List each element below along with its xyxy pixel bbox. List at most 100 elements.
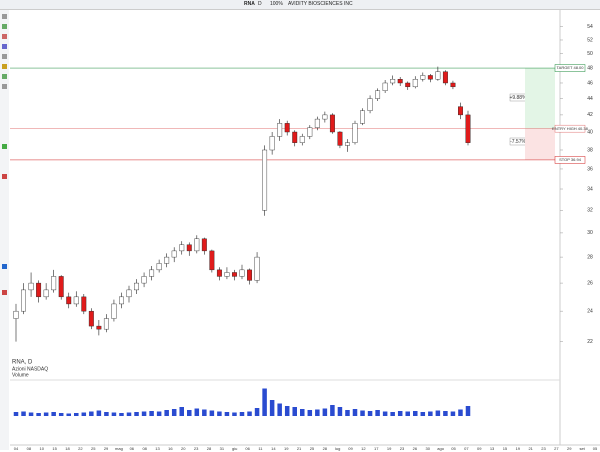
candle-body	[134, 282, 139, 291]
x-tick-label: 09	[477, 446, 482, 451]
candle-body	[186, 244, 192, 252]
y-tick-label: 32	[587, 208, 593, 214]
x-tick-label: 10	[40, 446, 45, 451]
zoom[interactable]: 100%	[270, 1, 283, 7]
volume-bar	[217, 411, 222, 416]
y-tick-label: 30	[587, 230, 593, 236]
candle-body	[201, 238, 207, 252]
candle-body	[427, 75, 433, 80]
candle-body	[13, 310, 19, 319]
x-tick-label: 12	[361, 446, 366, 451]
candle-body	[28, 282, 34, 291]
volume-bar	[322, 408, 328, 416]
y-tick-label: 50	[587, 51, 593, 57]
volume-bar	[420, 412, 426, 416]
volume-bar	[36, 413, 41, 416]
volume-bar	[126, 412, 132, 416]
x-tick-label: 29	[104, 446, 109, 451]
symbol[interactable]: RNA	[244, 1, 255, 7]
candle-body	[156, 263, 162, 271]
volume-bar	[66, 413, 71, 416]
volume-bar	[458, 409, 463, 416]
candle-body	[96, 325, 102, 330]
candle-body	[209, 250, 215, 271]
volume-bar	[390, 412, 395, 416]
candle-body	[360, 110, 365, 124]
candle-body	[299, 136, 305, 143]
x-tick-label: 05	[593, 446, 598, 451]
x-tick-label: 19	[387, 446, 392, 451]
level-label: ENTRY HIGH 40.38	[552, 126, 588, 131]
volume-bar	[96, 410, 102, 416]
candle-body	[314, 118, 320, 128]
volume-bar	[194, 408, 200, 416]
x-tick-label: 23	[194, 446, 199, 451]
x-tick-label: 29	[567, 446, 572, 451]
volume-bar	[375, 410, 380, 416]
y-tick-label: 54	[587, 24, 593, 30]
candle-body	[149, 269, 155, 277]
candle-body	[88, 310, 94, 327]
y-tick-label: 46	[587, 80, 593, 86]
volume-bar	[300, 409, 305, 416]
annotation: -7.57%	[510, 139, 526, 145]
chart-title: RNA, D	[12, 360, 33, 366]
x-tick-label: 20	[181, 446, 186, 451]
volume-bar	[111, 412, 117, 416]
volume-bar	[284, 406, 290, 416]
volume-bar	[397, 411, 403, 416]
volume-bar	[352, 409, 358, 416]
x-tick-label: lug	[335, 446, 340, 451]
top-toolbar: RNA D 100% AVIDITY BIOSCIENCES INC	[0, 0, 600, 10]
volume-bar	[360, 410, 365, 416]
candle-body	[119, 296, 124, 305]
volume-bar	[51, 412, 56, 416]
volume-bar	[450, 411, 456, 416]
y-tick-label: 38	[587, 147, 593, 153]
candle-body	[164, 256, 170, 264]
candle-body	[269, 136, 275, 151]
volume-bar	[28, 412, 34, 416]
volume-bar	[149, 411, 154, 416]
candle-body	[111, 303, 117, 319]
target-zone	[525, 68, 555, 129]
x-tick-label: 05	[451, 446, 456, 451]
candle-body	[292, 131, 298, 143]
candle-body	[277, 123, 283, 137]
tool-icons	[2, 14, 7, 295]
volume-bar	[141, 411, 147, 416]
candle-body	[322, 114, 328, 120]
x-tick-label: 04	[14, 446, 19, 451]
volume-bar	[269, 400, 275, 416]
y-tick-label: 40	[587, 129, 593, 135]
y-tick-label: 24	[587, 308, 593, 314]
x-tick-label: 21	[297, 446, 302, 451]
candle-body	[375, 90, 381, 99]
x-tick-label: 19	[516, 446, 521, 451]
volume-bar	[74, 413, 79, 416]
volume-bar	[413, 411, 418, 416]
candle-body	[284, 123, 290, 133]
volume-bar	[187, 410, 192, 416]
annotation: +9.88%	[509, 95, 527, 101]
volume-bar	[239, 412, 245, 416]
candle-body	[126, 289, 132, 298]
x-tick-label: 13	[490, 446, 495, 451]
volume-label: Volume	[12, 372, 29, 378]
level-tag	[554, 124, 586, 133]
level-label: TARGET 48.00	[557, 65, 585, 70]
interval[interactable]: D	[258, 1, 262, 7]
x-tick-label: 27	[554, 446, 559, 451]
candle-body	[171, 250, 177, 258]
x-tick-label: 09	[348, 446, 353, 451]
candle-body	[247, 269, 252, 281]
y-tick-label: 52	[587, 37, 593, 43]
volume-bar	[43, 412, 49, 416]
candle-body	[254, 256, 260, 281]
y-tick-label: 26	[587, 280, 593, 286]
volume-bar	[179, 407, 184, 416]
y-tick-label: 44	[587, 96, 593, 102]
candle-body	[194, 238, 200, 252]
candle-body	[352, 123, 358, 143]
